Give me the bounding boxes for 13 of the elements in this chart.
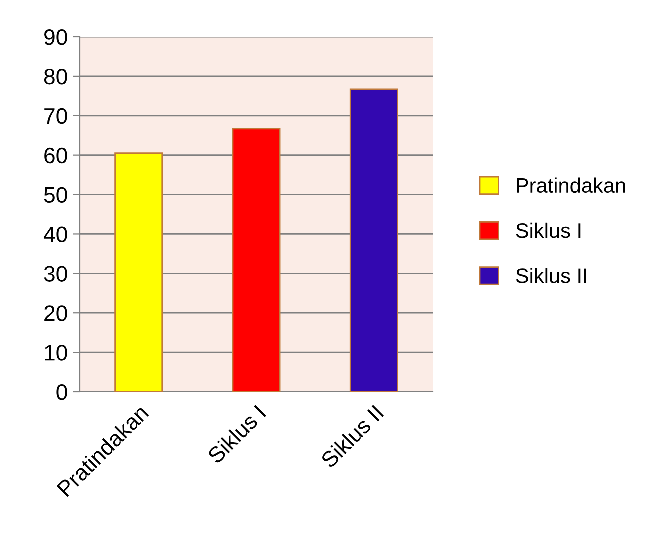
y-tick-label: 0 xyxy=(56,384,68,400)
y-tick-label: 80 xyxy=(44,68,68,85)
y-tick-label: 90 xyxy=(44,30,68,46)
legend-label: Siklus II xyxy=(516,268,586,284)
y-tick-label: 50 xyxy=(44,187,68,204)
y-tick-label: 30 xyxy=(44,266,68,282)
y-tick-label: 60 xyxy=(44,148,68,164)
y-tick-label: 20 xyxy=(44,306,68,322)
legend-label: Siklus I xyxy=(516,222,581,238)
y-tick-label: 40 xyxy=(44,226,68,242)
y-tick-label: 70 xyxy=(44,108,68,124)
legend-label: Pratindakan xyxy=(517,178,626,194)
y-tick-label: 10 xyxy=(45,345,68,361)
